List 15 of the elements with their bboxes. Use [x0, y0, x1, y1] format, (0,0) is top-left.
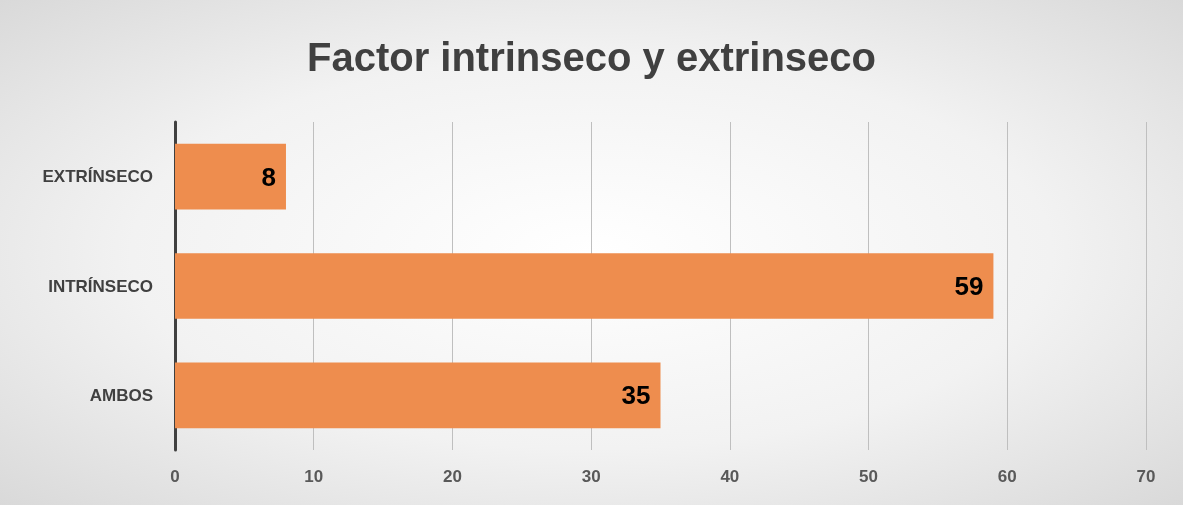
x-tick-label: 10 — [304, 467, 324, 486]
x-tick-label: 30 — [581, 467, 601, 486]
x-tick-label: 0 — [170, 467, 180, 486]
data-label: 59 — [954, 271, 984, 301]
x-tick-label: 50 — [859, 467, 879, 486]
x-tick-label: 70 — [1136, 467, 1156, 486]
chart-title: Factor intrinseco y extrinseco — [306, 35, 877, 79]
y-tick-label: EXTRÍNSECO — [42, 167, 153, 187]
y-tick-label: INTRÍNSECO — [48, 276, 153, 296]
y-tick-label: AMBOS — [89, 385, 153, 405]
x-tick-label: 60 — [997, 467, 1017, 486]
x-tick-label: 40 — [720, 467, 740, 486]
data-label: 8 — [261, 161, 276, 192]
x-tick-label: 20 — [442, 467, 462, 486]
data-label: 35 — [621, 380, 651, 411]
